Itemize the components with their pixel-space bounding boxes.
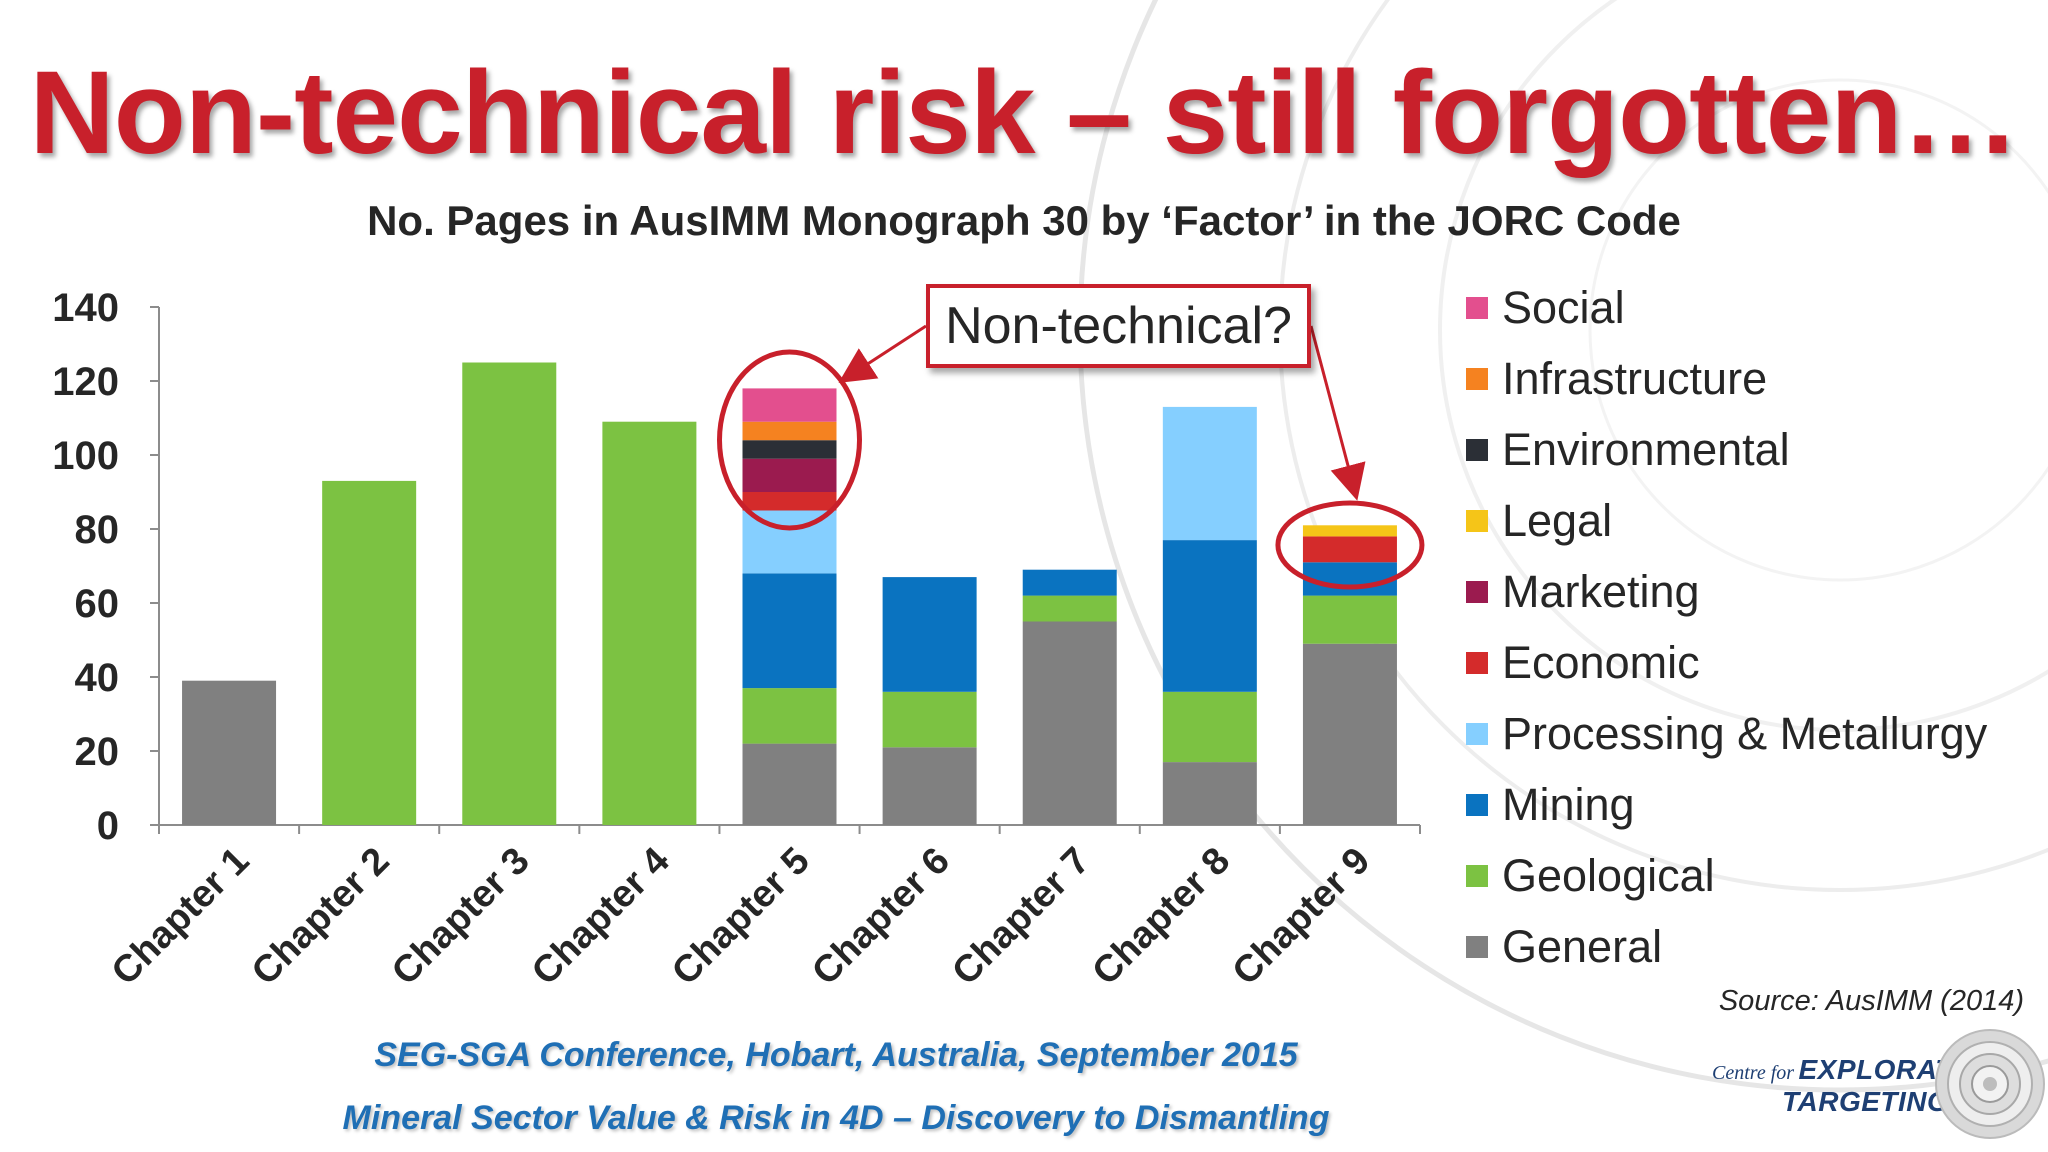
bar-chapter-8-geological (1162, 691, 1257, 763)
y-tick-label: 80 (75, 508, 120, 552)
bar-chapter-6-geological (882, 691, 977, 748)
bar-chapter-8-processing-metallurgy (1162, 406, 1257, 541)
legend-swatch (1466, 580, 1488, 603)
legend-item-geological: Geological (1466, 840, 2026, 911)
y-tick-label: 20 (75, 730, 120, 774)
footer-subtitle: Mineral Sector Value & Risk in 4D – Disc… (342, 1099, 1330, 1137)
y-tick-label: 140 (52, 286, 119, 330)
bar-chapter-9-economic (1302, 536, 1397, 563)
x-tick-label-chapter-2: Chapter 2 (244, 840, 398, 994)
legend-label: Geological (1502, 849, 1715, 901)
legend-swatch (1466, 296, 1488, 319)
x-tick-label-chapter-3: Chapter 3 (384, 840, 538, 994)
y-tick-label: 0 (97, 804, 119, 848)
x-tick-label-chapter-7: Chapter 7 (944, 840, 1098, 994)
source-note: Source: AusIMM (2014) (1718, 985, 2024, 1017)
legend-swatch (1466, 651, 1488, 674)
legend-swatch (1466, 509, 1488, 532)
legend-label: Legal (1502, 494, 1613, 546)
highlight-ellipse-chapter-5 (717, 349, 862, 531)
bar-chapter-7-general (1022, 621, 1117, 825)
y-tick-label: 40 (75, 656, 120, 700)
footer-conference: SEG-SGA Conference, Hobart, Australia, S… (374, 1036, 1298, 1074)
bar-chapter-5-social (742, 388, 837, 422)
bar-chapter-5-infrastructure (742, 421, 837, 441)
bar-chapter-5-economic (742, 492, 837, 511)
bar-chapter-1-general (182, 680, 277, 825)
chart-title: No. Pages in AusIMM Monograph 30 by ‘Fac… (367, 197, 1681, 244)
bar-chapter-9-mining (1302, 562, 1397, 596)
legend-swatch (1466, 864, 1488, 887)
x-tick-label-chapter-6: Chapter 6 (804, 840, 958, 994)
cet-logo: Centre for EXPLORATION TARGETING (1672, 1020, 2045, 1148)
bar-chapter-9-legal (1302, 525, 1397, 537)
highlight-ellipse-chapter-9 (1275, 500, 1425, 590)
legend-item-legal: Legal (1466, 485, 2026, 556)
legend-label: Mining (1502, 778, 1635, 830)
x-tick-label-chapter-8: Chapter 8 (1085, 840, 1239, 994)
legend-label: Social (1502, 281, 1625, 333)
legend-item-social: Social (1466, 272, 2026, 343)
legend-item-infrastructure: Infrastructure (1466, 343, 2026, 414)
bar-chapter-5-geological (742, 688, 837, 744)
legend-item-economic: Economic (1466, 627, 2026, 698)
legend-swatch (1466, 367, 1488, 390)
logo-targeting: TARGETING (1782, 1086, 1950, 1117)
callout-arrow-chapter-5 (838, 324, 927, 383)
x-tick-label-chapter-9: Chapter 9 (1225, 840, 1379, 994)
callout-box: Non-technical? (926, 284, 1311, 368)
target-rings-icon (1935, 1029, 2045, 1139)
bar-chapter-3-geological (462, 362, 557, 825)
y-tick-label: 60 (75, 582, 120, 626)
bar-chapter-8-mining (1162, 540, 1257, 692)
y-tick-label: 120 (52, 360, 119, 404)
slide-title: Non-technical risk – still forgotten… (29, 47, 2020, 179)
bar-chapter-4-geological (602, 421, 697, 825)
x-tick-label-chapter-4: Chapter 4 (524, 840, 678, 994)
bar-chapter-2-geological (322, 480, 417, 825)
logo-centre-for: Centre for (1712, 1062, 1795, 1084)
legend-item-mining: Mining (1466, 769, 2026, 840)
x-tick-label-chapter-1: Chapter 1 (104, 840, 258, 994)
legend-label: Marketing (1502, 565, 1700, 617)
legend-label: Economic (1502, 636, 1700, 688)
bar-chapter-5-general (742, 743, 837, 825)
legend-label: Infrastructure (1502, 352, 1768, 404)
legend-item-processing-metallurgy: Processing & Metallurgy (1466, 698, 2026, 769)
x-tick-label-chapter-5: Chapter 5 (664, 840, 818, 994)
legend-item-environmental: Environmental (1466, 414, 2026, 485)
legend-swatch (1466, 793, 1488, 816)
bar-chapter-8-general (1162, 762, 1257, 825)
legend-label: Processing & Metallurgy (1502, 707, 1988, 759)
bar-chapter-5-environmental (742, 440, 837, 459)
bar-chapter-5-mining (742, 573, 837, 689)
bar-chapter-7-geological (1022, 595, 1117, 622)
legend-label: Environmental (1502, 423, 1790, 475)
callout-arrow-chapter-9 (1309, 325, 1366, 501)
bar-chapter-6-mining (882, 577, 977, 692)
chart-legend: Social Infrastructure Environmental Legal Ma… (1466, 272, 2026, 982)
bar-chapter-9-geological (1302, 595, 1397, 644)
legend-swatch (1466, 722, 1488, 745)
bar-chapter-5-marketing (742, 458, 837, 492)
legend-label: General (1502, 920, 1663, 972)
legend-swatch (1466, 438, 1488, 461)
legend-item-general: General (1466, 911, 2026, 982)
legend-swatch (1466, 935, 1488, 958)
bar-chapter-7-mining (1022, 569, 1117, 596)
bar-chapter-9-general (1302, 643, 1397, 825)
y-tick-label: 100 (52, 434, 119, 478)
bar-chapter-6-general (882, 747, 977, 825)
legend-item-marketing: Marketing (1466, 556, 2026, 627)
